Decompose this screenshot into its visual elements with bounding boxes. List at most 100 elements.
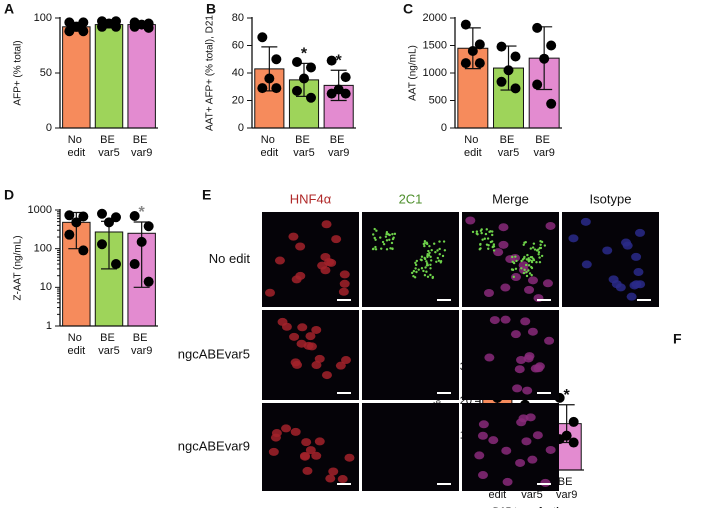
data-point (510, 83, 521, 94)
stain (475, 230, 479, 233)
data-point (71, 217, 82, 228)
y-tick-label: 1000 (423, 67, 447, 79)
stain (392, 236, 395, 239)
nucleus (311, 361, 322, 370)
stain (483, 237, 486, 240)
nucleus (493, 248, 504, 257)
stain (535, 249, 539, 252)
nucleus (289, 332, 300, 341)
nucleus (301, 438, 312, 447)
stain (535, 261, 538, 264)
nucleus (524, 352, 535, 361)
data-point (503, 65, 514, 76)
nucleus (478, 420, 489, 429)
data-point (271, 83, 282, 94)
stain (538, 256, 541, 259)
nucleus (527, 455, 538, 464)
data-point (257, 32, 268, 43)
nucleus (302, 466, 313, 475)
data-point (143, 276, 154, 287)
significance: * (336, 52, 343, 69)
stain (373, 227, 376, 231)
nucleus (320, 252, 331, 261)
nucleus (314, 354, 325, 363)
nucleus (608, 275, 619, 284)
nucleus (502, 477, 513, 486)
data-point (326, 55, 337, 66)
data-point (97, 208, 107, 219)
column-header: Isotype (590, 191, 632, 206)
stain (491, 233, 494, 237)
panel-letter: C (403, 1, 413, 17)
stain (436, 256, 440, 260)
micrograph (462, 403, 559, 491)
nucleus (337, 475, 348, 484)
stain (512, 275, 515, 279)
stain (540, 254, 544, 258)
stain (530, 259, 534, 263)
data-point (299, 73, 309, 84)
stain (471, 230, 475, 234)
data-point (129, 210, 140, 221)
nucleus (631, 252, 642, 261)
stain (425, 264, 429, 267)
nucleus (510, 330, 521, 339)
stain (475, 232, 479, 235)
nucleus (281, 424, 292, 433)
nucleus (540, 478, 551, 487)
stain (372, 247, 375, 251)
panel-letter: B (206, 1, 216, 17)
nucleus (326, 258, 337, 267)
significance: * (301, 46, 308, 63)
nucleus (268, 447, 279, 456)
stain (539, 246, 543, 250)
stain (430, 259, 433, 262)
stain (486, 237, 490, 240)
data-point (539, 53, 550, 64)
nucleus (297, 323, 308, 332)
data-point (129, 21, 140, 32)
stain (380, 247, 383, 250)
bar (127, 24, 156, 129)
nucleus (292, 360, 303, 369)
panel-letter: D (4, 187, 14, 203)
stain (442, 240, 446, 243)
stain (533, 248, 537, 251)
nucleus (522, 386, 533, 395)
row-label: ngcABEvar9 (178, 438, 250, 453)
stain (385, 230, 389, 234)
stain (523, 255, 526, 259)
nucleus (321, 220, 332, 229)
panel-letter: E (202, 187, 211, 203)
column-header: Merge (492, 191, 529, 206)
stain (511, 255, 514, 259)
stain (429, 263, 432, 266)
stain (381, 240, 385, 244)
data-point (306, 62, 316, 73)
x-tick-label: No edit (67, 134, 85, 159)
nucleus (325, 474, 336, 483)
stain (514, 267, 518, 270)
stain (439, 261, 442, 264)
data-point (326, 88, 337, 99)
data-point (496, 76, 507, 87)
stain (420, 255, 424, 258)
nucleus (544, 336, 555, 345)
data-point (306, 92, 316, 103)
data-point (568, 437, 579, 448)
stain (379, 236, 382, 239)
nucleus (311, 325, 322, 334)
y-tick-label: 1000 (28, 204, 52, 216)
stain (393, 232, 397, 236)
stain (415, 259, 419, 263)
data-point (64, 210, 75, 221)
nucleus (521, 437, 532, 446)
stain (423, 273, 427, 277)
stain (441, 254, 445, 258)
y-tick-label: 80 (232, 12, 244, 24)
nucleus (542, 279, 553, 288)
stain (374, 238, 377, 241)
stain (528, 272, 532, 275)
x-axis-label: D15 transfection (493, 507, 571, 508)
